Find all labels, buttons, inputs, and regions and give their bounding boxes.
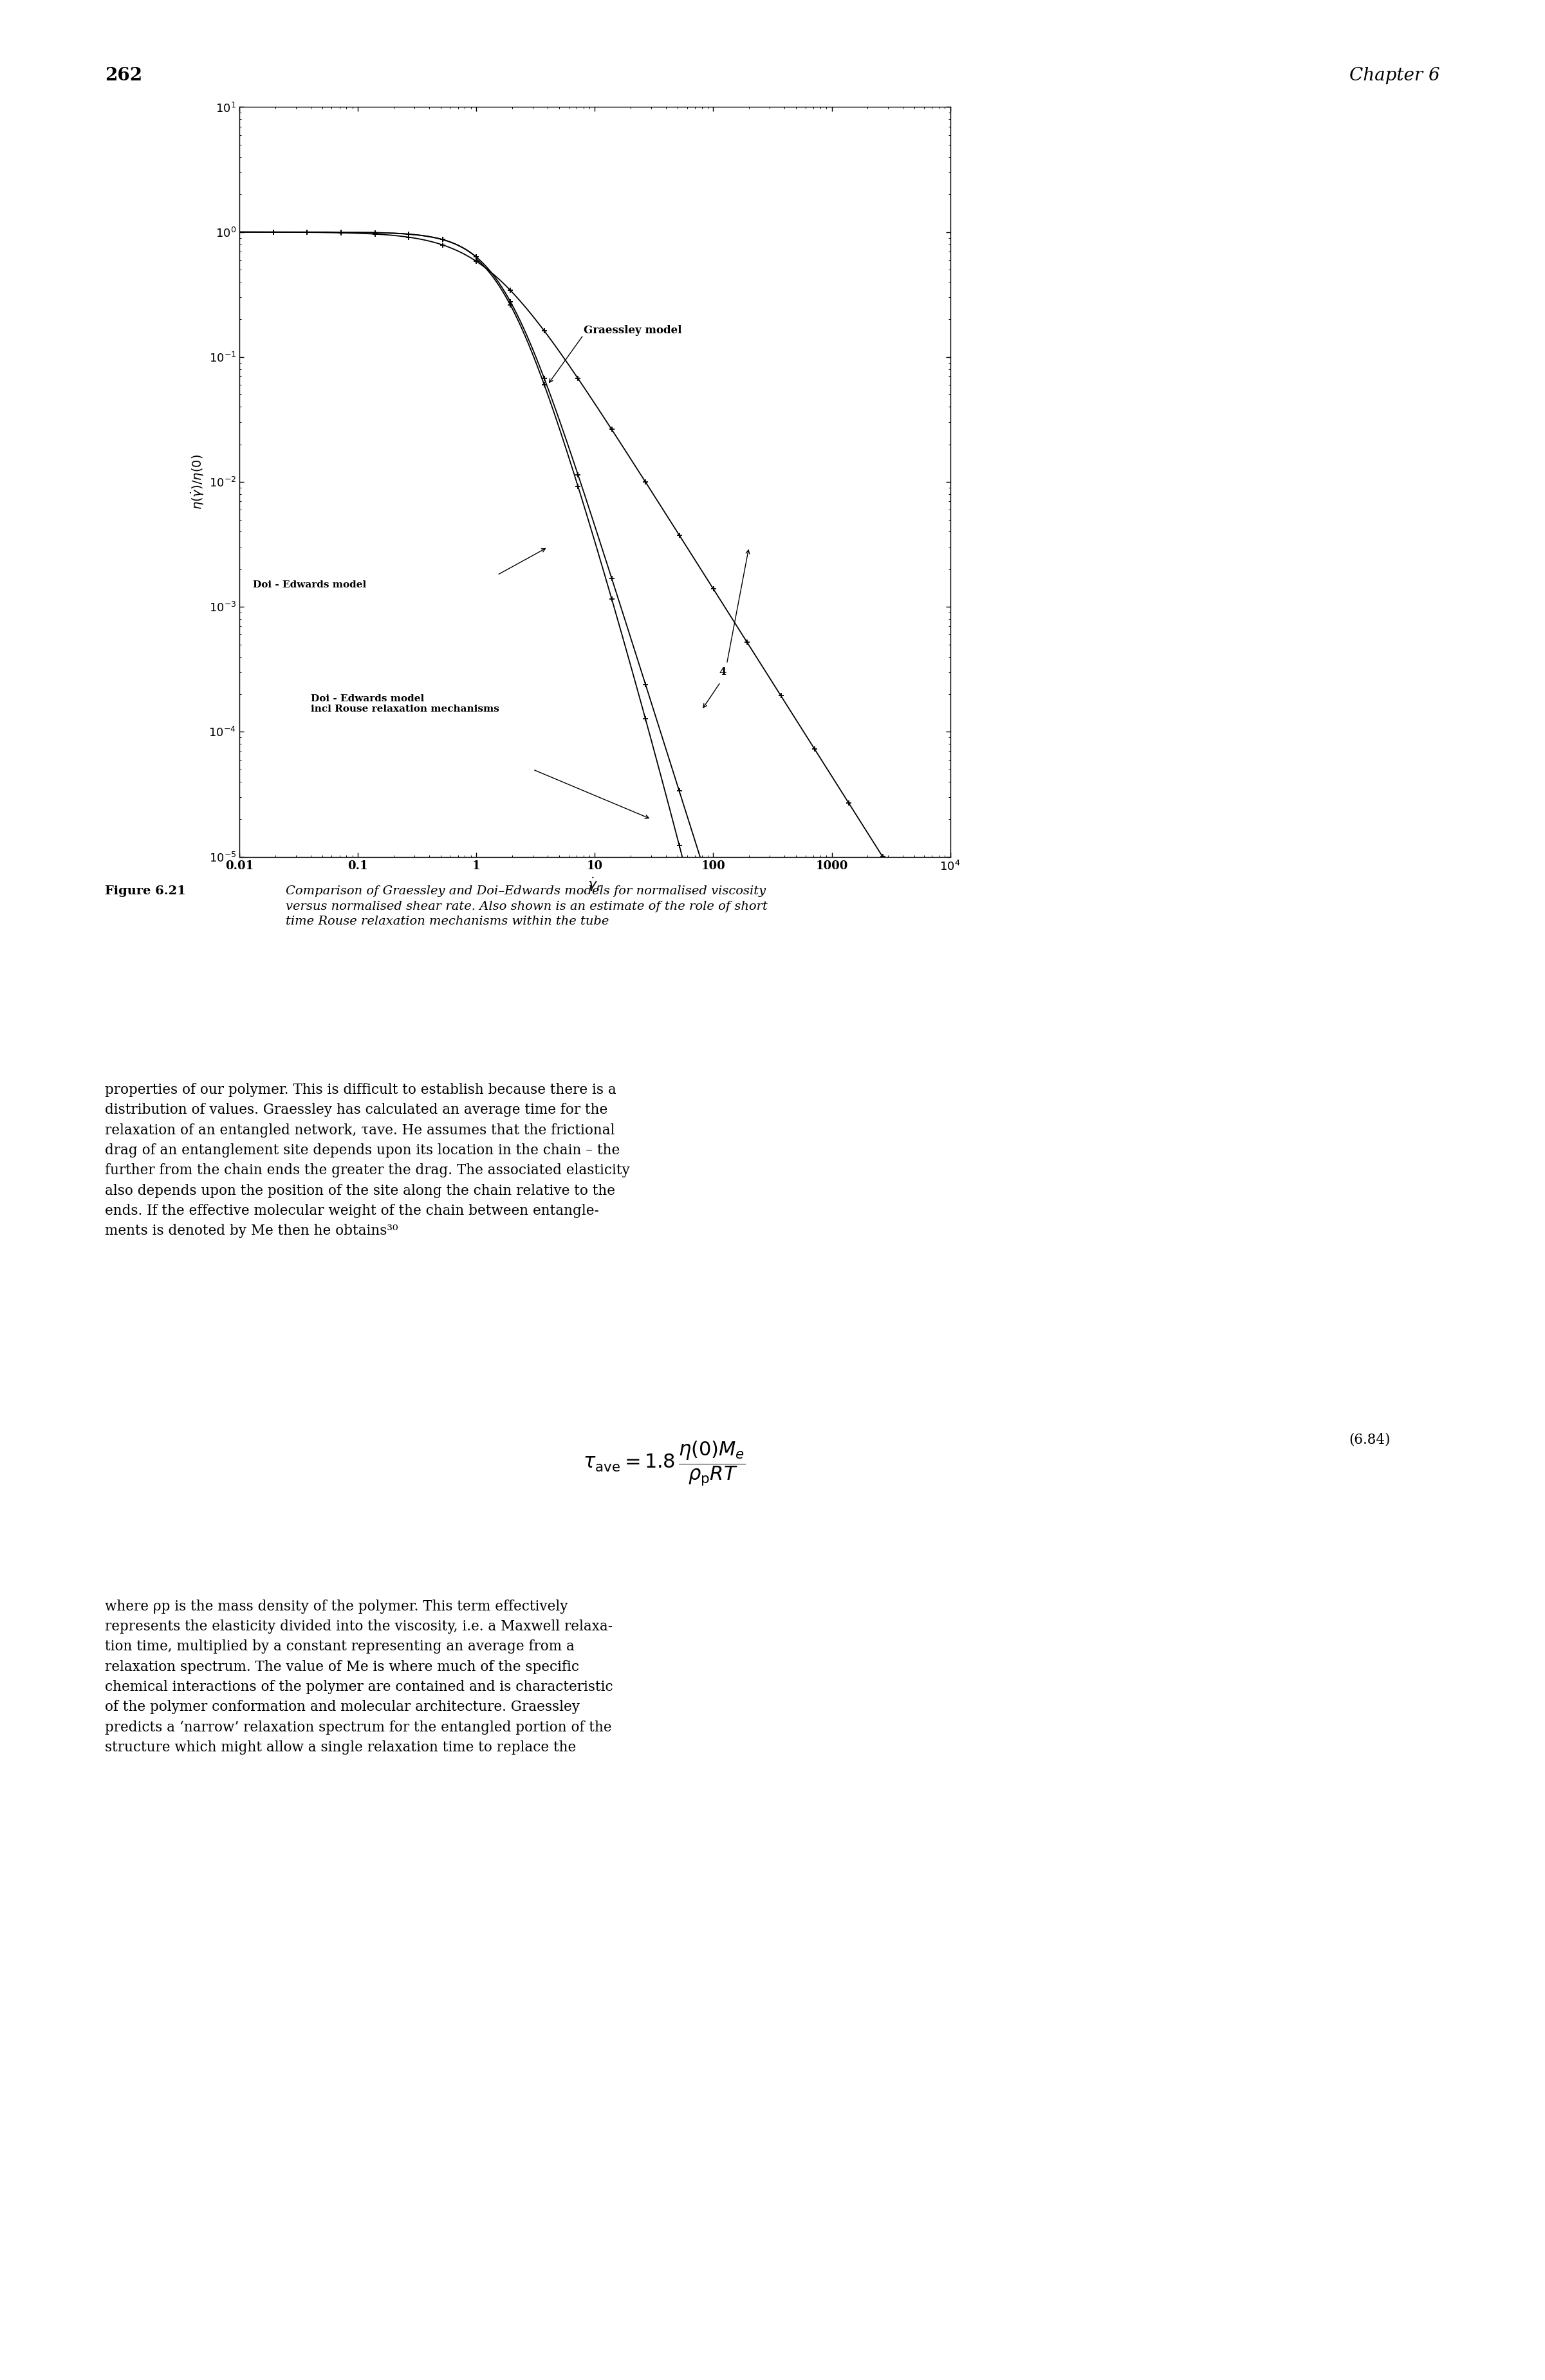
Text: (6.84): (6.84): [1349, 1433, 1390, 1447]
X-axis label: $\dot{\gamma}_r$: $\dot{\gamma}_r$: [587, 876, 603, 892]
Text: Doi - Edwards model: Doi - Edwards model: [253, 581, 366, 590]
Text: properties of our polymer. This is difficult to establish because there is a
dis: properties of our polymer. This is diffi…: [105, 1083, 630, 1238]
Text: Figure 6.21: Figure 6.21: [105, 885, 185, 897]
Text: Graessley model: Graessley model: [584, 326, 681, 336]
Text: Doi - Edwards model
incl Rouse relaxation mechanisms: Doi - Edwards model incl Rouse relaxatio…: [311, 695, 499, 714]
Y-axis label: $\eta(\dot{\gamma})/\eta(0)$: $\eta(\dot{\gamma})/\eta(0)$: [190, 455, 205, 509]
Text: Chapter 6: Chapter 6: [1349, 67, 1440, 83]
Text: Comparison of Graessley and Doi–Edwards models for normalised viscosity
versus n: Comparison of Graessley and Doi–Edwards …: [286, 885, 768, 928]
Text: 262: 262: [105, 67, 142, 83]
Text: 4: 4: [718, 666, 726, 678]
Text: where ρp is the mass density of the polymer. This term effectively
represents th: where ρp is the mass density of the poly…: [105, 1599, 613, 1754]
Text: $\tau_{\mathrm{ave}} = 1.8\,\dfrac{\eta(0)M_e}{\rho_{\mathrm{p}}RT}$: $\tau_{\mathrm{ave}} = 1.8\,\dfrac{\eta(…: [582, 1440, 746, 1488]
